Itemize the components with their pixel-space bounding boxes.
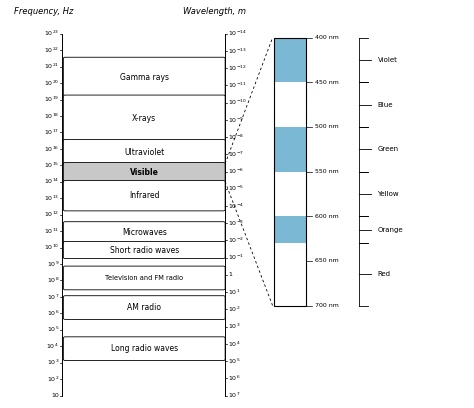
FancyBboxPatch shape <box>64 181 225 211</box>
Bar <box>274 216 306 243</box>
Text: $10^{14}$: $10^{14}$ <box>44 177 59 186</box>
Bar <box>274 38 306 306</box>
Text: Frequency, Hz: Frequency, Hz <box>14 7 73 16</box>
Text: $10^{6}$: $10^{6}$ <box>228 374 241 383</box>
Text: $10^{-6}$: $10^{-6}$ <box>228 167 245 176</box>
Text: Television and FM radio: Television and FM radio <box>105 275 183 281</box>
Text: 600 nm: 600 nm <box>315 214 339 219</box>
Bar <box>274 172 306 216</box>
Text: $10^{9}$: $10^{9}$ <box>46 259 59 268</box>
Text: $10^{7}$: $10^{7}$ <box>228 391 241 400</box>
Text: $10^{-1}$: $10^{-1}$ <box>228 253 244 262</box>
Bar <box>274 82 306 127</box>
Text: $10^{-5}$: $10^{-5}$ <box>228 184 245 193</box>
Text: Visible: Visible <box>130 168 159 177</box>
FancyBboxPatch shape <box>64 242 225 259</box>
Text: 10: 10 <box>51 393 59 398</box>
Text: Long radio waves: Long radio waves <box>111 344 178 353</box>
FancyBboxPatch shape <box>64 57 225 98</box>
FancyBboxPatch shape <box>64 140 225 165</box>
Text: $10^{17}$: $10^{17}$ <box>44 128 59 137</box>
Text: Ultraviolet: Ultraviolet <box>124 148 164 157</box>
Text: 1: 1 <box>228 273 232 277</box>
Text: $10^{-10}$: $10^{-10}$ <box>228 98 247 107</box>
Text: $10^{6}$: $10^{6}$ <box>46 309 59 318</box>
Text: $10^{15}$: $10^{15}$ <box>44 161 59 170</box>
Text: $10^{2}$: $10^{2}$ <box>228 305 241 314</box>
Bar <box>274 243 306 306</box>
Text: $10^{-8}$: $10^{-8}$ <box>228 133 245 142</box>
Text: $10^{13}$: $10^{13}$ <box>44 193 59 203</box>
Text: $10^{-3}$: $10^{-3}$ <box>228 219 244 228</box>
FancyBboxPatch shape <box>64 95 225 142</box>
Text: $10^{23}$: $10^{23}$ <box>44 29 59 38</box>
Text: Microwaves: Microwaves <box>122 228 167 237</box>
Text: $10^{4}$: $10^{4}$ <box>228 339 241 348</box>
Text: Red: Red <box>377 271 391 277</box>
FancyBboxPatch shape <box>64 337 225 361</box>
Text: Wavelength, m: Wavelength, m <box>182 7 246 16</box>
Text: 500 nm: 500 nm <box>315 124 339 129</box>
Text: $10^{-14}$: $10^{-14}$ <box>228 29 247 38</box>
Text: $10^{-2}$: $10^{-2}$ <box>228 236 244 245</box>
Text: $10^{3}$: $10^{3}$ <box>46 358 59 367</box>
Text: $10^{19}$: $10^{19}$ <box>44 95 59 104</box>
Text: 650 nm: 650 nm <box>315 258 339 264</box>
Text: Blue: Blue <box>377 102 393 108</box>
Bar <box>274 38 306 82</box>
Text: $10^{7}$: $10^{7}$ <box>46 292 59 302</box>
Text: AM radio: AM radio <box>127 303 161 312</box>
Text: Violet: Violet <box>377 57 397 63</box>
Text: $10^{-12}$: $10^{-12}$ <box>228 64 247 73</box>
Text: $10^{3}$: $10^{3}$ <box>228 322 241 331</box>
Text: Green: Green <box>377 146 399 152</box>
Text: $10^{1}$: $10^{1}$ <box>228 288 241 297</box>
Text: $10^{5}$: $10^{5}$ <box>46 325 59 335</box>
Text: Orange: Orange <box>377 227 403 233</box>
Text: 550 nm: 550 nm <box>315 169 339 174</box>
Text: Gamma rays: Gamma rays <box>120 73 169 82</box>
Text: Short radio waves: Short radio waves <box>109 246 179 255</box>
Text: $10^{-4}$: $10^{-4}$ <box>228 202 245 211</box>
FancyBboxPatch shape <box>64 222 225 244</box>
Text: $10^{-13}$: $10^{-13}$ <box>228 47 247 55</box>
Bar <box>274 127 306 172</box>
Text: 400 nm: 400 nm <box>315 35 339 40</box>
FancyBboxPatch shape <box>64 266 225 290</box>
Text: $10^{11}$: $10^{11}$ <box>44 226 59 236</box>
Text: $10^{10}$: $10^{10}$ <box>44 243 59 252</box>
Text: $10^{2}$: $10^{2}$ <box>46 375 59 384</box>
Text: $10^{4}$: $10^{4}$ <box>46 341 59 351</box>
Text: Yellow: Yellow <box>377 191 399 197</box>
Text: Infrared: Infrared <box>129 191 159 200</box>
Text: $10^{-7}$: $10^{-7}$ <box>228 150 244 159</box>
Text: $10^{20}$: $10^{20}$ <box>44 78 59 88</box>
Text: $10^{22}$: $10^{22}$ <box>44 46 59 55</box>
FancyBboxPatch shape <box>64 162 225 183</box>
Text: $10^{5}$: $10^{5}$ <box>228 357 241 366</box>
FancyBboxPatch shape <box>64 296 225 319</box>
Text: $10^{8}$: $10^{8}$ <box>46 276 59 285</box>
Text: X-rays: X-rays <box>132 114 156 123</box>
Text: $10^{12}$: $10^{12}$ <box>44 210 59 219</box>
Text: $10^{18}$: $10^{18}$ <box>44 111 59 121</box>
Text: 450 nm: 450 nm <box>315 80 339 85</box>
Text: $10^{-9}$: $10^{-9}$ <box>228 115 245 124</box>
Text: $10^{21}$: $10^{21}$ <box>44 62 59 71</box>
Text: 700 nm: 700 nm <box>315 303 339 308</box>
Text: $10^{-11}$: $10^{-11}$ <box>228 81 247 90</box>
Text: $10^{16}$: $10^{16}$ <box>44 144 59 153</box>
